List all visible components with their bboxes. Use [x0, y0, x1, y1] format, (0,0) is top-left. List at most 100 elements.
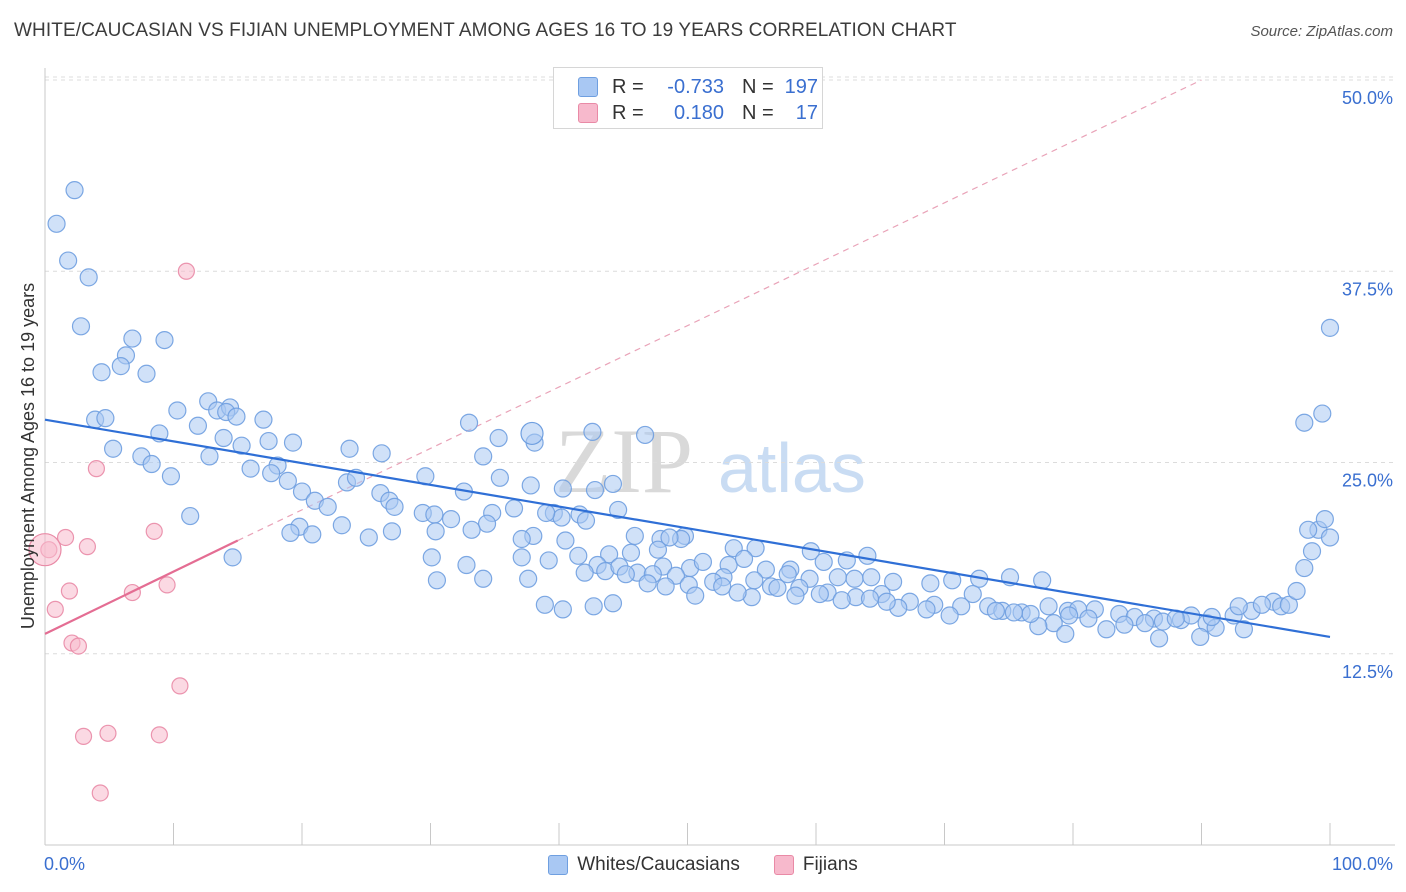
point-whites: [828, 568, 847, 587]
r-value: 0.180: [673, 101, 724, 124]
point-whites: [621, 543, 641, 562]
trend-line-whites: [44, 418, 1331, 639]
trend-line-fijians-extension: [237, 79, 1202, 542]
point-whites: [810, 584, 829, 604]
point-whites: [303, 525, 322, 544]
point-whites: [477, 514, 497, 533]
point-whites: [59, 251, 78, 270]
point-whites: [734, 549, 754, 568]
legend-swatch-fijians: [578, 103, 598, 123]
point-whites: [318, 497, 337, 516]
point-whites: [556, 531, 575, 550]
y-tick-label: 25.0%: [1342, 471, 1393, 491]
point-whites: [1004, 603, 1023, 622]
point-whites: [609, 500, 628, 520]
point-whites: [1252, 595, 1271, 614]
point-whites: [223, 548, 242, 567]
point-whites: [917, 600, 936, 619]
point-whites: [188, 416, 208, 435]
point-whites: [693, 552, 713, 572]
point-whites: [625, 526, 644, 546]
n-label: N =: [742, 101, 774, 124]
y-axis-label: Unemployment Among Ages 16 to 19 years: [18, 283, 38, 629]
r-label: R =: [612, 101, 644, 124]
point-whites: [635, 425, 655, 445]
point-whites: [1191, 627, 1210, 647]
point-whites: [441, 510, 461, 529]
legend-row-fijians: R = 0.180 N = 17: [578, 100, 818, 126]
point-whites: [490, 468, 509, 487]
point-whites: [537, 503, 556, 523]
point-whites: [832, 591, 851, 610]
point-whites: [425, 505, 444, 524]
point-whites: [1079, 609, 1098, 628]
point-whites: [200, 447, 219, 466]
point-fijians: [91, 784, 109, 802]
point-whites: [576, 511, 596, 530]
point-whites: [161, 467, 181, 486]
point-whites: [47, 214, 66, 233]
point-whites: [940, 606, 959, 625]
legend-row-whites: R = -0.733 N = 197: [578, 74, 818, 100]
point-whites: [1299, 520, 1318, 539]
point-whites: [1234, 620, 1254, 639]
series-legend: Whites/Caucasians Fijians: [0, 852, 1406, 878]
point-whites: [340, 439, 359, 458]
point-whites: [768, 578, 787, 598]
point-whites: [520, 421, 544, 446]
point-whites: [359, 528, 378, 547]
point-whites: [1229, 597, 1248, 616]
tick-labels: 12.5% 25.0% 37.5% 50.0% 0.0% 100.0%: [44, 88, 1393, 874]
y-tick-label: 12.5%: [1342, 662, 1393, 682]
point-whites: [603, 594, 623, 613]
legend-label-fijians: Fijians: [802, 854, 858, 875]
point-whites: [1313, 404, 1332, 423]
point-whites: [786, 586, 805, 605]
point-whites: [241, 459, 260, 478]
point-fijians: [78, 538, 97, 556]
point-whites: [1320, 528, 1340, 547]
point-whites: [686, 586, 705, 605]
r-value: -0.733: [667, 75, 724, 98]
point-whites: [385, 497, 404, 516]
x-tick-label-min: 0.0%: [44, 854, 85, 874]
point-whites: [1279, 595, 1298, 614]
watermark-zip: ZIP: [555, 410, 693, 512]
source-label: Source: ZipAtlas.com: [1250, 23, 1393, 40]
point-whites: [1149, 629, 1169, 648]
n-label: N =: [742, 75, 774, 98]
point-whites: [858, 546, 877, 565]
point-whites: [921, 574, 940, 593]
point-whites: [372, 444, 391, 463]
point-whites: [986, 601, 1006, 621]
point-whites: [521, 476, 540, 495]
point-fijians: [69, 637, 88, 655]
point-whites: [860, 589, 880, 608]
point-whites: [181, 506, 200, 526]
point-whites: [1060, 606, 1079, 625]
point-whites: [457, 555, 476, 575]
point-fijians: [87, 460, 106, 478]
point-whites: [79, 268, 98, 287]
point-whites: [459, 413, 479, 432]
point-whites: [283, 433, 303, 452]
point-whites: [462, 520, 481, 539]
point-whites: [575, 563, 594, 582]
point-whites: [214, 428, 233, 448]
point-whites: [845, 569, 864, 588]
point-whites: [278, 471, 297, 490]
point-whites: [519, 569, 538, 588]
point-whites: [616, 565, 635, 584]
point-fijians: [60, 582, 79, 600]
point-whites: [1302, 542, 1322, 561]
point-whites: [427, 571, 447, 590]
point-whites: [862, 568, 881, 587]
point-whites: [585, 480, 605, 500]
point-whites: [1039, 597, 1058, 616]
x-tick-label-max: 100.0%: [1332, 854, 1393, 874]
point-whites: [168, 401, 187, 420]
point-fijians: [74, 727, 93, 745]
point-whites: [552, 508, 571, 527]
point-whites: [600, 545, 619, 564]
